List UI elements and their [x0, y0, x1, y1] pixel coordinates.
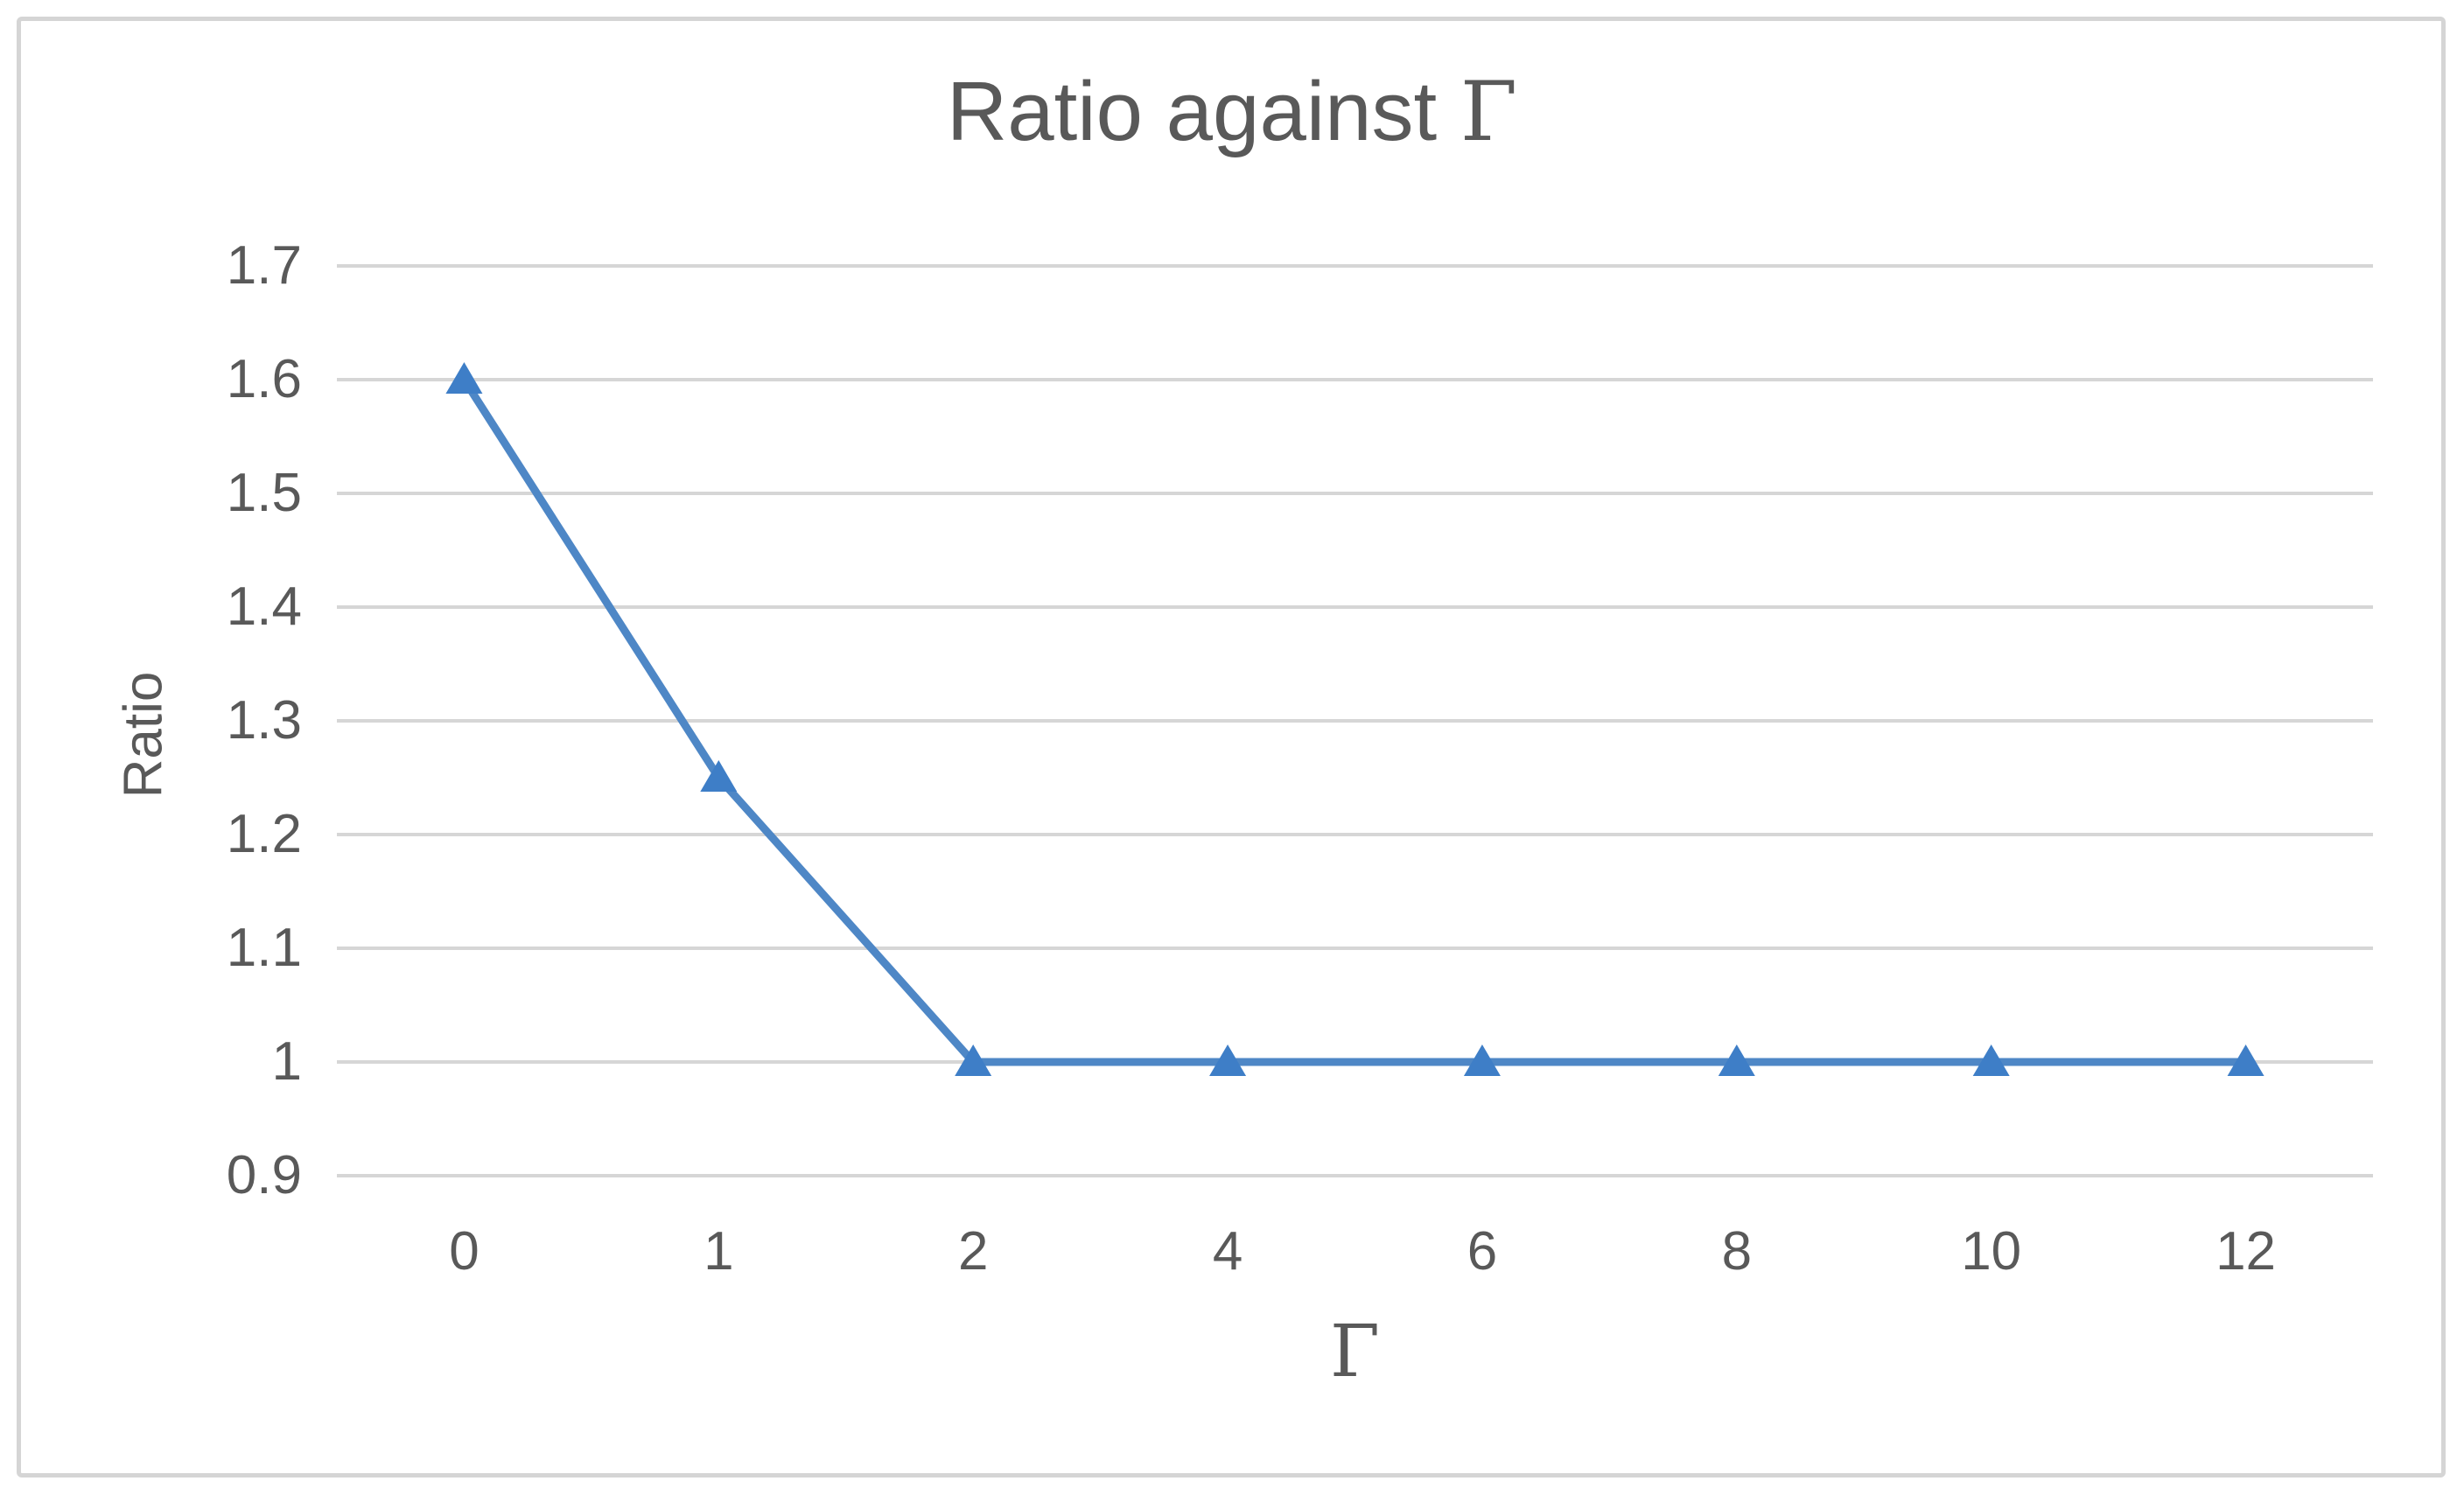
x-tick-label: 10: [1961, 1221, 2022, 1282]
data-point-marker: [1972, 1044, 2010, 1076]
x-tick-label: 8: [1721, 1221, 1753, 1282]
x-tick-label: 4: [1212, 1221, 1243, 1282]
chart-title: Ratio against Γ: [0, 65, 2464, 160]
y-tick-label: 1.2: [226, 804, 302, 864]
chart-frame: [17, 17, 2446, 1478]
x-tick-label: 2: [957, 1221, 989, 1282]
y-tick-label: 1.4: [226, 576, 302, 637]
y-tick-label: 1.6: [226, 349, 302, 409]
data-point-marker: [700, 760, 738, 792]
chart-title-text: Ratio against: [946, 65, 1460, 158]
y-tick-label: 1.7: [226, 235, 302, 296]
data-point-marker: [955, 1044, 992, 1076]
x-tick-label: 6: [1466, 1221, 1498, 1282]
data-point-marker: [2227, 1044, 2264, 1076]
y-tick-label: 1: [271, 1031, 302, 1092]
x-tick-label: 0: [449, 1221, 480, 1282]
series-line: [459, 375, 2250, 1066]
chart-title-gamma-symbol: Γ: [1460, 65, 1518, 160]
data-point-marker: [1209, 1044, 1247, 1076]
y-tick-label: 1.3: [226, 690, 302, 751]
y-tick-label: 1.1: [226, 918, 302, 978]
y-axis-title: Ratio: [113, 671, 174, 799]
y-tick-label: 0.9: [226, 1145, 302, 1205]
data-point-marker: [1463, 1044, 1501, 1076]
x-tick-label: 1: [704, 1221, 734, 1282]
data-point-marker: [1718, 1044, 1755, 1076]
x-axis-title-gamma-symbol: Γ: [1330, 1310, 1380, 1394]
x-tick-label: 12: [2216, 1221, 2277, 1282]
y-tick-label: 1.5: [226, 463, 302, 523]
data-point-marker: [445, 362, 483, 394]
